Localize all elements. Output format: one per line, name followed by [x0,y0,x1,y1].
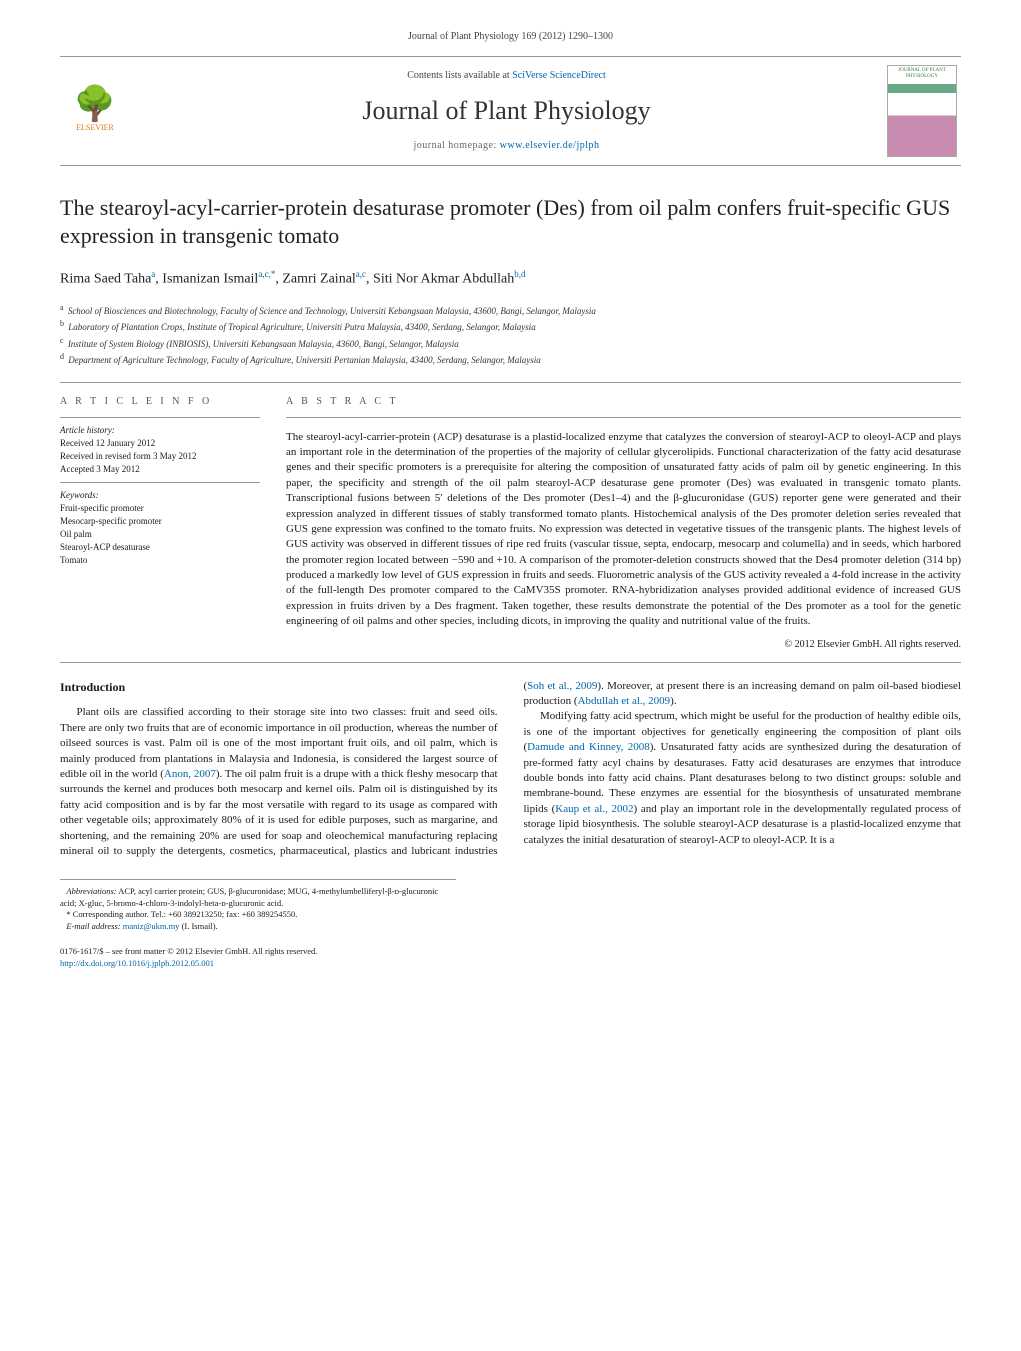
keyword-item: Tomato [60,554,260,567]
citation-link[interactable]: Kaup et al., 2002 [555,803,633,815]
front-matter-line: 0176-1617/$ – see front matter © 2012 El… [60,946,961,970]
journal-cover-thumbnail: JOURNAL OF PLANT PHYSIOLOGY [887,65,957,157]
affiliations: a School of Biosciences and Biotechnolog… [60,302,961,368]
author-4-affil: b,d [514,269,525,279]
citation-link[interactable]: Soh et al., 2009 [527,680,597,692]
keyword-item: Fruit-specific promoter [60,502,260,515]
article-title: The stearoyl-acyl-carrier-protein desatu… [60,194,961,250]
keyword-item: Oil palm [60,528,260,541]
author-2-affil: a,c,* [258,269,275,279]
abstract-copyright: © 2012 Elsevier GmbH. All rights reserve… [286,638,961,652]
abbrev-label: Abbreviations: [66,886,116,896]
author-1-affil: a [151,269,155,279]
info-abstract-row: A R T I C L E I N F O Article history: R… [60,395,961,652]
body-paragraph: Modifying fatty acid spectrum, which mig… [524,709,962,848]
citation-link[interactable]: Abdullah et al., 2009 [578,695,671,707]
footnotes: Abbreviations: ACP, acyl carrier protein… [60,879,456,932]
abstract-column: A B S T R A C T The stearoyl-acyl-carrie… [286,395,961,652]
doi-link[interactable]: http://dx.doi.org/10.1016/j.jplph.2012.0… [60,958,214,968]
divider [60,662,961,663]
corresponding-author: * Corresponding author. Tel.: +60 389213… [60,909,456,920]
author-1: Rima Saed Taha [60,272,151,287]
accepted-date: Accepted 3 May 2012 [60,463,260,476]
divider [60,382,961,383]
tree-icon: 🌳 [74,88,116,122]
received-date: Received 12 January 2012 [60,437,260,450]
keywords-block: Keywords: Fruit-specific promoter Mesoca… [60,482,260,567]
affil-d: d Department of Agriculture Technology, … [60,351,961,368]
revised-date: Received in revised form 3 May 2012 [60,450,260,463]
front-matter-text: 0176-1617/$ – see front matter © 2012 El… [60,946,961,958]
corr-label: * Corresponding author. Tel.: +60 389213… [66,909,297,919]
publisher-name: ELSEVIER [76,122,114,133]
elsevier-logo: 🌳 ELSEVIER [64,76,126,146]
email-link[interactable]: maniz@ukm.my [123,921,180,931]
journal-name: Journal of Plant Physiology [126,93,887,129]
divider [286,417,961,418]
keyword-item: Stearoyl-ACP desaturase [60,541,260,554]
keyword-item: Mesocarp-specific promoter [60,515,260,528]
journal-reference: Journal of Plant Physiology 169 (2012) 1… [60,30,961,44]
body-two-column: Introduction Plant oils are classified a… [60,679,961,860]
abstract-text: The stearoyl-acyl-carrier-protein (ACP) … [286,430,961,630]
homepage-prefix: journal homepage: [413,140,499,151]
citation-link[interactable]: Anon, 2007 [164,768,216,780]
abbrev-text: ACP, acyl carrier protein; GUS, β-glucur… [60,886,438,907]
author-4: Siti Nor Akmar Abdullah [373,272,514,287]
abbreviations: Abbreviations: ACP, acyl carrier protein… [60,886,456,909]
abstract-head: A B S T R A C T [286,395,961,409]
article-history: Article history: Received 12 January 201… [60,417,260,476]
article-info-head: A R T I C L E I N F O [60,395,260,409]
keywords-label: Keywords: [60,490,99,500]
contents-line: Contents lists available at SciVerse Sci… [126,69,887,83]
author-2: Ismanizan Ismail [162,272,258,287]
homepage-line: journal homepage: www.elsevier.de/jplph [126,139,887,153]
header-center: Contents lists available at SciVerse Sci… [126,69,887,153]
cover-caption: JOURNAL OF PLANT PHYSIOLOGY [890,68,954,79]
section-heading-introduction: Introduction [60,679,498,696]
contents-prefix: Contents lists available at [407,70,512,81]
sciencedirect-link[interactable]: SciVerse ScienceDirect [512,70,606,81]
affil-b: b Laboratory of Plantation Crops, Instit… [60,318,961,335]
author-3: Zamri Zainal [282,272,355,287]
article-info-column: A R T I C L E I N F O Article history: R… [60,395,260,652]
journal-header: 🌳 ELSEVIER Contents lists available at S… [60,56,961,166]
affil-c: c Institute of System Biology (INBIOSIS)… [60,335,961,352]
citation-link[interactable]: Damude and Kinney, 2008 [527,741,650,753]
email-tail: (I. Ismail). [179,921,217,931]
body-text: ). [670,695,676,707]
email-line: E-mail address: maniz@ukm.my (I. Ismail)… [60,921,456,932]
history-label: Article history: [60,425,115,435]
email-label: E-mail address: [66,921,122,931]
author-3-affil: a,c [356,269,366,279]
author-list: Rima Saed Tahaa, Ismanizan Ismaila,c,*, … [60,268,961,289]
affil-a: a School of Biosciences and Biotechnolog… [60,302,961,319]
homepage-link[interactable]: www.elsevier.de/jplph [500,140,600,151]
